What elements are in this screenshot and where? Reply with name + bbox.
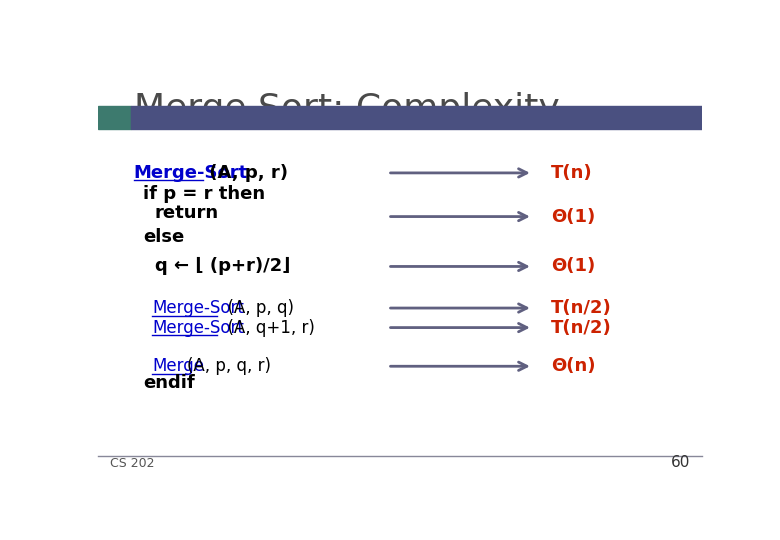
Text: if p = r then: if p = r then (143, 185, 265, 202)
Text: Θ(1): Θ(1) (551, 258, 595, 275)
Text: T(n/2): T(n/2) (551, 319, 612, 336)
Text: Merge: Merge (152, 357, 204, 375)
Text: Merge-Sort: Merge-Sort (134, 164, 248, 182)
Text: T(n): T(n) (551, 164, 593, 182)
Text: 60: 60 (671, 455, 690, 470)
Text: Merge-Sort: Merge-Sort (152, 319, 244, 336)
Text: (A, q+1, r): (A, q+1, r) (217, 319, 315, 336)
Text: q ← ⌊ (p+r)/2⌋: q ← ⌊ (p+r)/2⌋ (155, 258, 290, 275)
Text: Θ(n): Θ(n) (551, 357, 595, 375)
Bar (98, 106, 131, 129)
Text: (A, p, q, r): (A, p, q, r) (187, 357, 271, 375)
Text: return: return (155, 204, 219, 222)
Text: else: else (143, 227, 184, 246)
Text: endif: endif (143, 374, 194, 392)
Text: (A, p, r): (A, p, r) (204, 164, 289, 182)
Text: Merge Sort: Complexity: Merge Sort: Complexity (134, 92, 559, 126)
Text: CS 202: CS 202 (109, 457, 154, 470)
Text: T(n/2): T(n/2) (551, 299, 612, 317)
Text: Merge-Sort: Merge-Sort (152, 299, 244, 317)
Text: (A, p, q): (A, p, q) (217, 299, 294, 317)
Bar (131, 106, 702, 129)
Text: Θ(1): Θ(1) (551, 207, 595, 226)
